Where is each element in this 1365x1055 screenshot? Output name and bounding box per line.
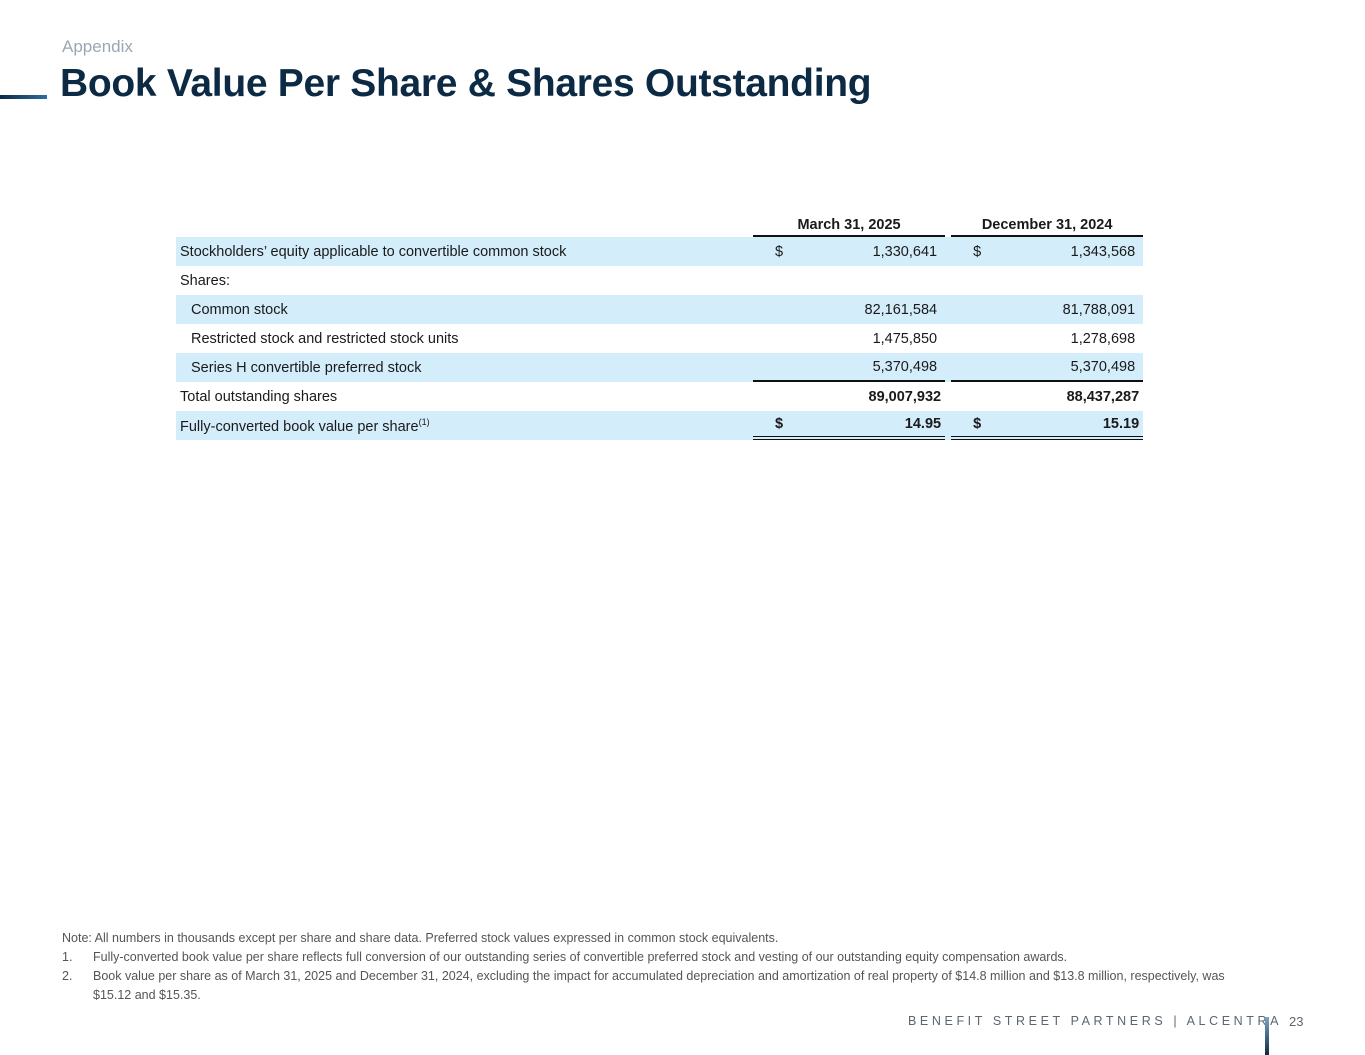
book-value-table: March 31, 2025 December 31, 2024 Stockho… (176, 214, 1144, 440)
row: Series H convertible preferred stock 5,3… (176, 353, 1144, 382)
footer-bar (1265, 1017, 1269, 1055)
row: Fully-converted book value per share(1) … (176, 411, 1144, 440)
currency: $ (753, 411, 784, 440)
value: 15.19 (981, 411, 1144, 440)
value: 14.95 (783, 411, 946, 440)
brand: BENEFIT STREET PARTNERS | ALCENTRA (908, 1014, 1283, 1028)
note-text: Fully-converted book value per share ref… (93, 950, 1068, 964)
row: Stockholders’ equity applicable to conve… (176, 237, 1144, 266)
note-item: 1. Fully-converted book value per share r… (62, 948, 1262, 967)
column-header: March 31, 2025 (753, 214, 946, 237)
value: 89,007,932 (868, 388, 942, 405)
row-label: Shares: (180, 272, 230, 289)
row-label: Total outstanding shares (180, 388, 338, 405)
note-marker: 1. (62, 950, 73, 964)
value: 1,343,568 (981, 237, 1144, 266)
footnote-ref: (1) (418, 416, 430, 427)
currency: $ (951, 411, 982, 440)
note-item: 2. Book value per share as of March 31, 2… (62, 967, 1262, 1005)
row: Shares: (176, 266, 1143, 295)
note-marker: 2. (62, 969, 73, 983)
value: 82,161,584 (783, 295, 946, 324)
row-label-cell: Fully-converted book value per share(1) (176, 411, 753, 440)
row-label: Restricted stock and restricted stock un… (191, 330, 459, 347)
accent-line (0, 95, 47, 99)
notes: Note: All numbers in thousands except pe… (62, 929, 1262, 1005)
value: 1,330,641 (783, 237, 946, 266)
value: 5,370,498 (783, 353, 946, 382)
row: Restricted stock and restricted stock un… (176, 324, 1143, 353)
header-row: March 31, 2025 December 31, 2024 (176, 214, 1144, 237)
page-number: 23 (1289, 1014, 1304, 1029)
currency: $ (753, 237, 784, 266)
row-label: Stockholders’ equity applicable to conve… (176, 237, 753, 266)
value: 5,370,498 (981, 353, 1144, 382)
spacer (176, 214, 753, 237)
row: Total outstanding shares 89,007,932 88,4… (176, 382, 1143, 411)
currency: $ (951, 237, 982, 266)
value: 81,788,091 (981, 295, 1144, 324)
section-label: Appendix (62, 37, 133, 56)
row: Common stock 82,161,584 81,788,091 (176, 295, 1144, 324)
row-label: Series H convertible preferred stock (176, 353, 753, 382)
row-label: Common stock (176, 295, 753, 324)
value: 1,278,698 (1070, 330, 1136, 347)
title: Book Value Per Share & Shares Outstandin… (60, 62, 872, 105)
note-text: Book value per share as of March 31, 202… (93, 969, 1225, 1002)
row-label: Fully-converted book value per share (180, 418, 419, 435)
value: 1,475,850 (872, 330, 938, 347)
value: 88,437,287 (1066, 388, 1140, 405)
note-intro: Note: All numbers in thousands except pe… (62, 931, 779, 945)
column-header: December 31, 2024 (951, 214, 1144, 237)
